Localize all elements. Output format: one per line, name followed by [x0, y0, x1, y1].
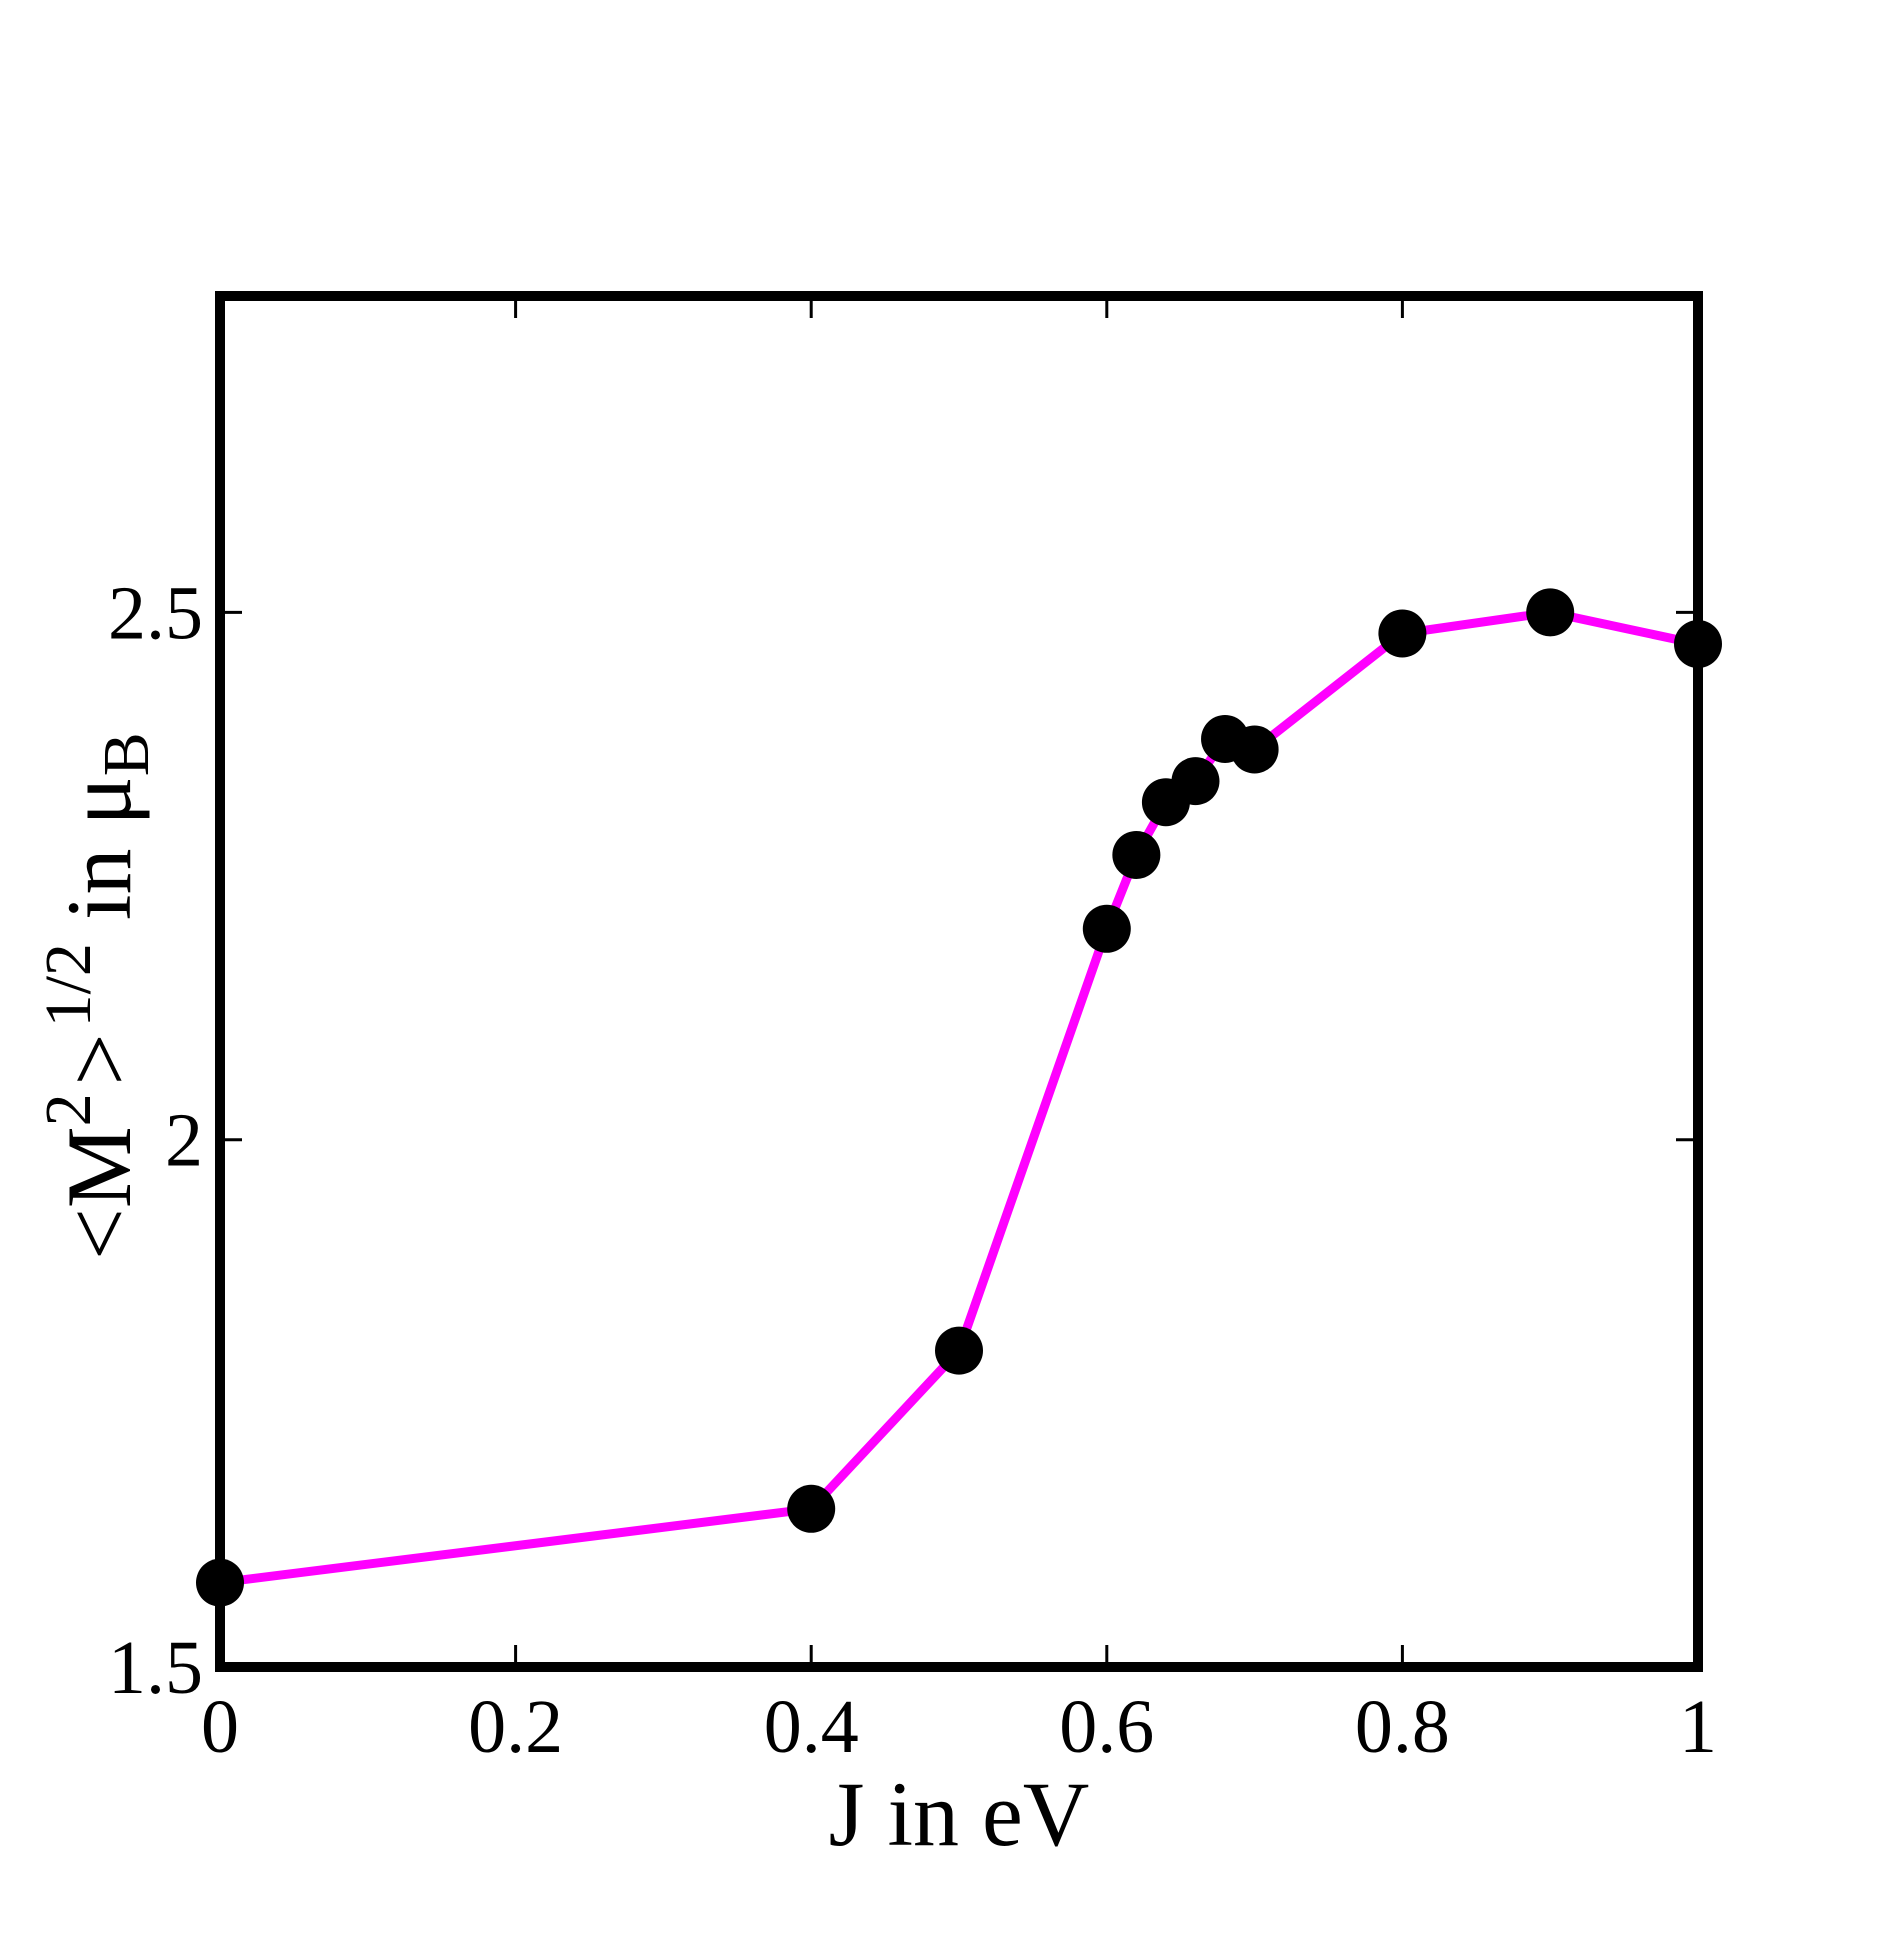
data-point: [935, 1326, 983, 1375]
data-point: [1526, 588, 1575, 637]
y-title-sub-b: B: [90, 732, 163, 776]
plot-frame: [215, 291, 1703, 1672]
y-tick-label: 1.5: [108, 1626, 203, 1710]
data-point: [1082, 904, 1131, 953]
series-line: [219, 607, 1699, 1588]
x-tick-label: 1: [1679, 1685, 1717, 1769]
data-point: [1112, 830, 1161, 879]
y-title-close: >: [48, 1033, 150, 1085]
data-point: [1230, 725, 1279, 774]
axis-ticks: [218, 296, 1700, 1669]
y-title-open: <M: [48, 1126, 150, 1260]
y-axis-title: <M2 >1/2 in μB: [32, 732, 163, 1260]
y-title-in-mu: in μ: [48, 776, 150, 943]
y-tick-label: 2.5: [108, 571, 203, 655]
tick-labels: 0 0.2 0.4 0.6 0.8 1 1.5 2 2.5: [108, 571, 1717, 1769]
data-point: [1378, 609, 1427, 658]
y-title-sup-half: 1/2: [32, 943, 105, 1027]
x-tick-label: 0.4: [764, 1685, 859, 1769]
y-title-sup-2: 2: [32, 1093, 105, 1126]
x-tick-label: 0.2: [468, 1685, 563, 1769]
x-axis-title: J in eV: [829, 1763, 1090, 1865]
y-tick-label: 2: [165, 1099, 203, 1183]
x-tick-label: 0.8: [1355, 1685, 1450, 1769]
x-tick-label: 0.6: [1059, 1685, 1154, 1769]
series-layer: [196, 588, 1722, 1607]
x-tick-label: 0: [201, 1685, 239, 1769]
data-point: [1171, 757, 1220, 806]
data-point: [787, 1484, 836, 1533]
